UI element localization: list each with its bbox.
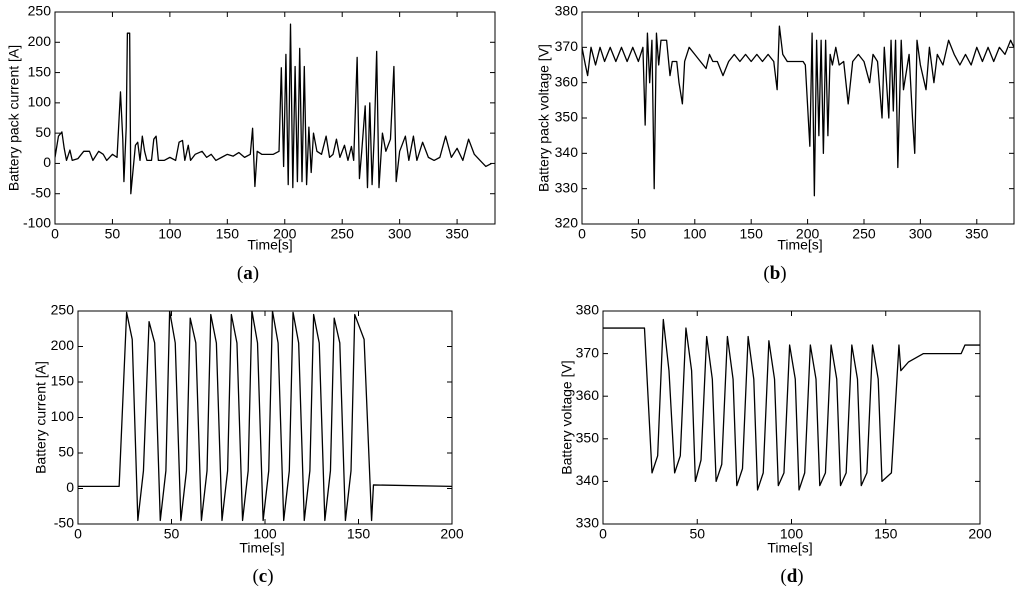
y-tick-label: 340 — [576, 472, 600, 488]
subplot: 0 50 100 150 200 250 300 350 -100 -50 0 50 100 150 200… — [6, 3, 496, 284]
x-axis-label: Time[s] — [777, 237, 822, 253]
y-tick-label: 150 — [51, 373, 75, 389]
x-tick-label: 50 — [631, 226, 647, 242]
x-axis-label: Time[s] — [247, 237, 292, 253]
y-tick-label: 370 — [576, 344, 600, 360]
x-tick-label: 200 — [796, 226, 820, 242]
y-axis-label: Battery pack current [A] — [6, 45, 22, 191]
x-axis-label: Time[s] — [767, 540, 812, 556]
y-tick-label: 380 — [576, 302, 600, 318]
y-tick-label: 380 — [555, 3, 579, 19]
y-tick-label: 360 — [576, 387, 600, 403]
x-tick-label: 300 — [909, 226, 933, 242]
y-tick-label: 250 — [51, 302, 75, 318]
x-tick-label: 350 — [445, 226, 469, 242]
x-tick-label: 150 — [347, 526, 371, 542]
data-line — [603, 318, 980, 491]
x-tick-label: 100 — [683, 226, 707, 242]
caption: (c) — [252, 566, 273, 587]
y-tick-label: -100 — [23, 215, 51, 231]
y-tick-label: 50 — [58, 444, 74, 460]
y-tick-label: 100 — [28, 94, 52, 110]
subplot: 0 50 100 150 200 330 340 350 360 370 380 Time[s] Bat… — [559, 302, 992, 588]
y-tick-label: 330 — [576, 515, 600, 531]
y-tick-label: -50 — [31, 184, 51, 200]
x-axis-label: Time[s] — [239, 540, 284, 556]
subplot: 0 50 100 150 200 250 300 350 320 330 340 350 360 370 3… — [536, 3, 1015, 284]
y-tick-label: 370 — [555, 38, 579, 54]
x-tick-label: 150 — [740, 226, 764, 242]
x-tick-label: 0 — [578, 226, 586, 242]
y-axis-label: Battery voltage [V] — [559, 360, 575, 474]
y-axis-label: Battery pack voltage [V] — [536, 44, 552, 192]
x-tick-label: 150 — [216, 226, 240, 242]
x-tick-label: 100 — [158, 226, 182, 242]
x-tick-label: 300 — [388, 226, 412, 242]
y-tick-label: 320 — [555, 215, 579, 231]
y-axis-label: Battery current [A] — [33, 361, 49, 474]
x-tick-label: 0 — [599, 526, 607, 542]
x-tick-label: 50 — [689, 526, 705, 542]
x-tick-label: 0 — [74, 526, 82, 542]
data-line — [55, 23, 492, 195]
plot-area — [582, 25, 1014, 197]
x-tick-label: 200 — [968, 526, 992, 542]
y-tick-label: 360 — [555, 73, 579, 89]
x-tick-label: 200 — [273, 226, 297, 242]
x-tick-label: 250 — [331, 226, 355, 242]
y-tick-label: 0 — [66, 479, 74, 495]
y-tick-label: 0 — [43, 154, 51, 170]
axes-frame — [54, 11, 496, 225]
x-tick-label: 100 — [780, 526, 804, 542]
y-tick-label: 350 — [576, 430, 600, 446]
x-tick-label: 250 — [852, 226, 876, 242]
x-tick-label: 200 — [440, 526, 464, 542]
x-tick-label: 100 — [253, 526, 277, 542]
plot-area — [55, 23, 492, 195]
data-line — [582, 25, 1014, 197]
y-tick-label: 330 — [555, 179, 579, 195]
caption: (d) — [780, 566, 803, 587]
subplot: 0 50 100 150 200-50050100150200250Time[s]Bat… — [33, 302, 464, 588]
x-tick-label: 0 — [51, 226, 59, 242]
y-tick-label: 250 — [28, 3, 52, 19]
plot-area — [78, 311, 452, 522]
y-tick-label: 150 — [28, 63, 52, 79]
y-tick-label: 50 — [35, 124, 51, 140]
y-tick-label: 340 — [555, 144, 579, 160]
y-tick-label: -50 — [54, 515, 74, 531]
data-line — [78, 311, 452, 522]
x-tick-label: 50 — [105, 226, 121, 242]
y-tick-label: 350 — [555, 109, 579, 125]
x-tick-label: 150 — [874, 526, 898, 542]
x-tick-label: 50 — [164, 526, 180, 542]
y-tick-label: 100 — [51, 408, 75, 424]
y-tick-label: 200 — [28, 33, 52, 49]
x-tick-label: 350 — [965, 226, 989, 242]
y-tick-label: 200 — [51, 337, 75, 353]
plot-area — [603, 318, 980, 491]
caption: (b) — [763, 263, 786, 284]
caption: (a) — [237, 263, 259, 284]
